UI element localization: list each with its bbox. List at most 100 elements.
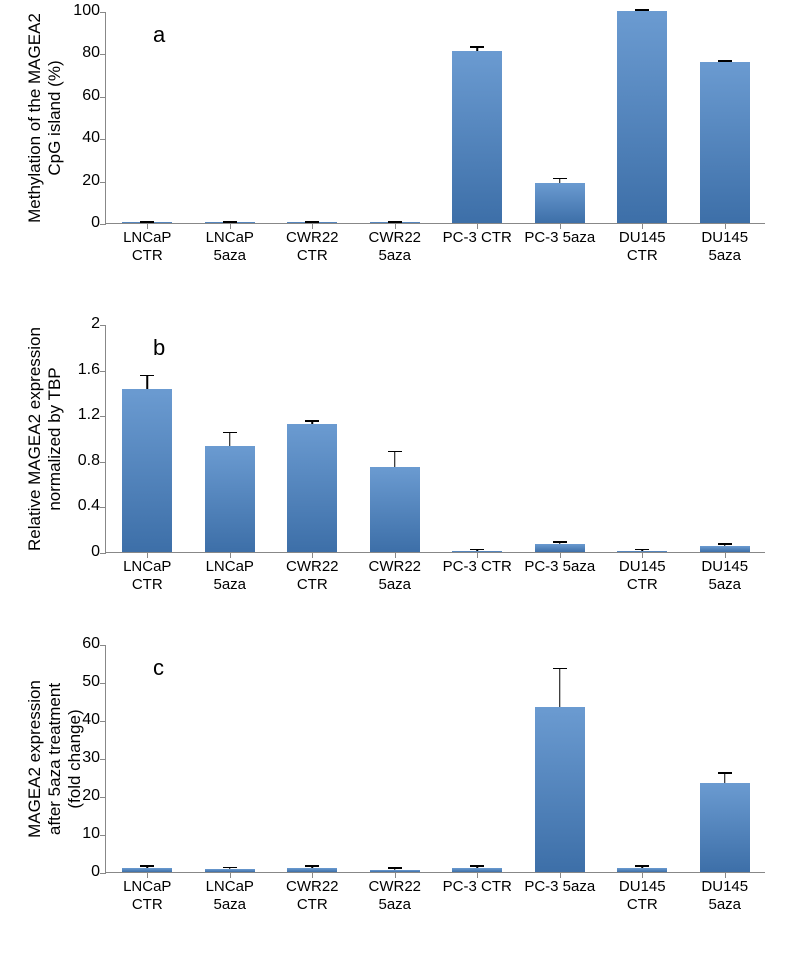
xtick-mark	[560, 223, 561, 229]
xtick-mark	[725, 872, 726, 878]
bar	[700, 546, 750, 552]
xcat-label: PC-3 CTR	[443, 878, 512, 896]
xcat-label: CWR22 5aza	[368, 878, 421, 914]
bar	[122, 389, 172, 552]
xtick-mark	[312, 872, 313, 878]
error-cap	[388, 867, 402, 869]
xcat-label: DU145 CTR	[619, 229, 666, 265]
bar	[205, 446, 255, 552]
xtick-mark	[477, 552, 478, 558]
ytick-label: 100	[73, 2, 100, 20]
error-cap	[223, 867, 237, 869]
bar	[370, 870, 420, 872]
bar	[122, 868, 172, 872]
error-cap	[470, 549, 484, 551]
bar	[535, 544, 585, 552]
ylabel-b: Relative MAGEA2 expression normalized by…	[25, 325, 65, 553]
xtick-mark	[477, 872, 478, 878]
xcat-label: PC-3 5aza	[524, 229, 595, 247]
bar	[700, 783, 750, 872]
ytick-mark	[100, 835, 106, 836]
xtick-mark	[312, 552, 313, 558]
error-cap	[470, 46, 484, 48]
panel-letter-b: b	[153, 335, 165, 361]
bar	[700, 62, 750, 223]
xtick-mark	[560, 872, 561, 878]
ytick-mark	[100, 797, 106, 798]
plot-a: 020406080100LNCaP CTRLNCaP 5azaCWR22 CTR…	[105, 12, 765, 224]
bar	[205, 869, 255, 872]
plot-c: 0102030405060LNCaP CTRLNCaP 5azaCWR22 CT…	[105, 645, 765, 873]
xtick-mark	[395, 223, 396, 229]
xcat-label: DU145 5aza	[701, 558, 748, 594]
error-cap	[718, 772, 732, 774]
ytick-label: 20	[82, 172, 100, 190]
ytick-label: 0.4	[78, 497, 100, 515]
ytick-mark	[100, 54, 106, 55]
error-cap	[140, 375, 154, 377]
ytick-mark	[100, 416, 106, 417]
xtick-mark	[230, 552, 231, 558]
xcat-label: LNCaP 5aza	[206, 229, 254, 265]
bar	[287, 868, 337, 872]
xtick-mark	[230, 223, 231, 229]
xcat-label: LNCaP CTR	[123, 878, 171, 914]
xtick-mark	[395, 872, 396, 878]
xtick-mark	[147, 223, 148, 229]
error-cap	[305, 420, 319, 422]
xcat-label: DU145 CTR	[619, 558, 666, 594]
xtick-mark	[642, 872, 643, 878]
bar	[452, 868, 502, 872]
ytick-mark	[100, 507, 106, 508]
error-cap	[718, 543, 732, 545]
bar	[617, 868, 667, 872]
xtick-mark	[395, 552, 396, 558]
panel-letter-a: a	[153, 22, 165, 48]
bar	[452, 551, 502, 552]
ytick-label: 1.6	[78, 361, 100, 379]
ytick-label: 0	[91, 543, 100, 561]
error-cap	[635, 549, 649, 551]
ytick-mark	[100, 759, 106, 760]
xtick-mark	[147, 872, 148, 878]
bar	[287, 424, 337, 552]
xtick-mark	[560, 552, 561, 558]
xcat-label: LNCaP CTR	[123, 229, 171, 265]
ytick-label: 40	[82, 129, 100, 147]
ylabel-a: Methylation of the MAGEA2 CpG island (%)	[25, 12, 65, 224]
error-cap	[388, 451, 402, 453]
bar	[535, 183, 585, 223]
ytick-mark	[100, 683, 106, 684]
xcat-label: LNCaP CTR	[123, 558, 171, 594]
xcat-label: PC-3 CTR	[443, 229, 512, 247]
xcat-label: DU145 CTR	[619, 878, 666, 914]
error-bar	[724, 773, 726, 783]
error-cap	[635, 865, 649, 867]
ytick-label: 0	[91, 863, 100, 881]
xcat-label: CWR22 5aza	[368, 229, 421, 265]
ylabel-c: MAGEA2 expression after 5aza treatment (…	[25, 645, 85, 873]
ytick-mark	[100, 182, 106, 183]
ytick-label: 0.8	[78, 452, 100, 470]
xtick-mark	[642, 223, 643, 229]
bar	[617, 11, 667, 223]
error-bar	[229, 432, 231, 446]
error-cap	[553, 178, 567, 180]
error-cap	[223, 432, 237, 434]
ytick-mark	[100, 97, 106, 98]
ytick-label: 1.2	[78, 406, 100, 424]
error-cap	[305, 221, 319, 223]
ytick-mark	[100, 645, 106, 646]
xtick-mark	[147, 552, 148, 558]
xcat-label: CWR22 CTR	[286, 878, 339, 914]
ytick-label: 80	[82, 44, 100, 62]
ytick-mark	[100, 371, 106, 372]
xtick-mark	[725, 552, 726, 558]
ytick-mark	[100, 873, 106, 874]
xtick-mark	[230, 872, 231, 878]
bar	[370, 467, 420, 553]
xcat-label: CWR22 CTR	[286, 229, 339, 265]
ytick-label: 2	[91, 315, 100, 333]
ytick-mark	[100, 721, 106, 722]
error-cap	[140, 221, 154, 223]
